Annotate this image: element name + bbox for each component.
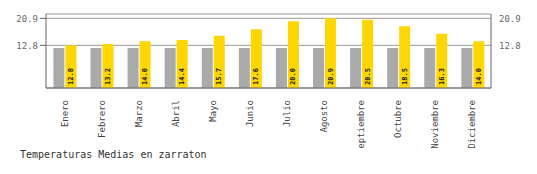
svg-text:16.3: 16.3	[438, 68, 446, 85]
svg-text:12.8: 12.8	[499, 41, 521, 51]
svg-text:Diciembre: Diciembre	[467, 100, 477, 148]
svg-text:18.5: 18.5	[401, 68, 409, 85]
svg-text:Abril: Abril	[171, 100, 181, 127]
svg-text:Noviembre: Noviembre	[430, 100, 440, 148]
svg-text:20.9: 20.9	[499, 14, 521, 24]
svg-text:Mayo: Mayo	[208, 100, 218, 122]
svg-text:Julio: Julio	[282, 100, 292, 127]
svg-text:Octubre: Octubre	[393, 100, 403, 138]
svg-text:14.0: 14.0	[475, 68, 483, 85]
svg-text:20.9: 20.9	[327, 68, 335, 85]
svg-text:14.0: 14.0	[141, 68, 149, 85]
svg-text:Agosto: Agosto	[319, 100, 329, 133]
svg-text:Septiembre: Septiembre	[356, 100, 366, 148]
svg-text:12.8: 12.8	[67, 68, 75, 85]
svg-text:20.5: 20.5	[364, 68, 372, 85]
svg-text:Marzo: Marzo	[134, 100, 144, 127]
svg-text:15.7: 15.7	[215, 68, 223, 85]
svg-text:20.0: 20.0	[289, 68, 297, 85]
svg-text:Enero: Enero	[60, 100, 70, 127]
html-text:Temperaturas Medias en zarrato: Temperaturas Medias en zarraton	[20, 149, 207, 160]
svg-text:20.9: 20.9	[16, 14, 38, 24]
svg-text:Junio: Junio	[245, 100, 255, 127]
svg-text:12.8: 12.8	[16, 41, 38, 51]
svg-text:17.6: 17.6	[252, 68, 260, 85]
svg-text:14.4: 14.4	[178, 68, 186, 85]
svg-text:13.2: 13.2	[104, 68, 112, 85]
svg-text:Febrero: Febrero	[97, 100, 107, 138]
